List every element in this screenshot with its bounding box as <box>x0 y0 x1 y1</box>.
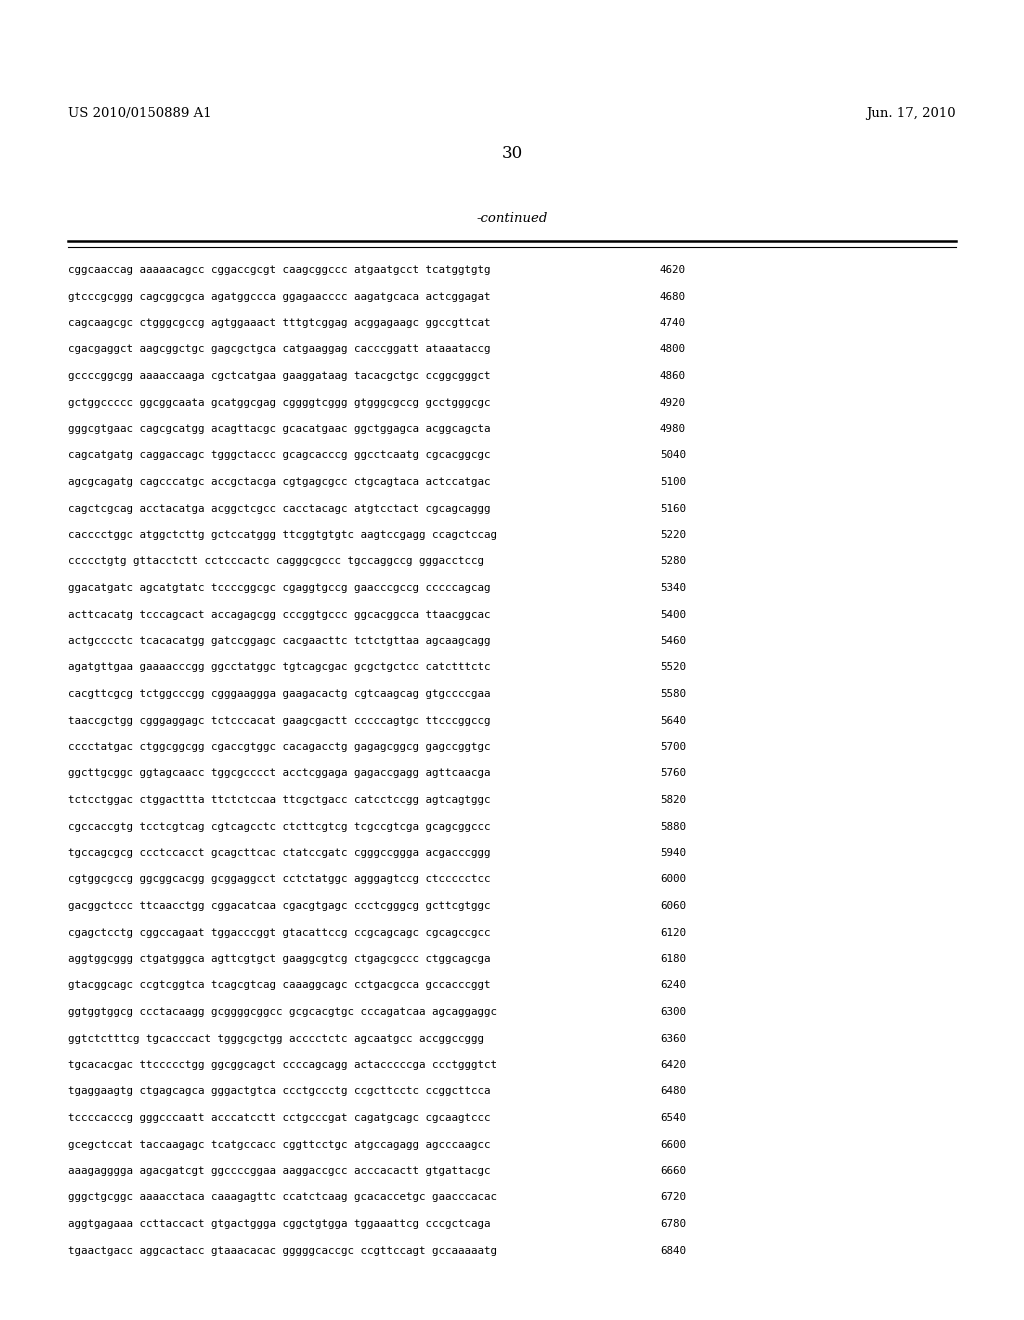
Text: 5520: 5520 <box>660 663 686 672</box>
Text: cggcaaccag aaaaacagcc cggaccgcgt caagcggccc atgaatgcct tcatggtgtg: cggcaaccag aaaaacagcc cggaccgcgt caagcgg… <box>68 265 490 275</box>
Text: 5940: 5940 <box>660 847 686 858</box>
Text: 6120: 6120 <box>660 928 686 937</box>
Text: gctggccccc ggcggcaata gcatggcgag cggggtcggg gtgggcgccg gcctgggcgc: gctggccccc ggcggcaata gcatggcgag cggggtc… <box>68 397 490 408</box>
Text: taaccgctgg cgggaggagc tctcccacat gaagcgactt cccccagtgc ttcccggccg: taaccgctgg cgggaggagc tctcccacat gaagcga… <box>68 715 490 726</box>
Text: gacggctccc ttcaacctgg cggacatcaa cgacgtgagc ccctcgggcg gcttcgtggc: gacggctccc ttcaacctgg cggacatcaa cgacgtg… <box>68 902 490 911</box>
Text: 5160: 5160 <box>660 503 686 513</box>
Text: 5100: 5100 <box>660 477 686 487</box>
Text: 5760: 5760 <box>660 768 686 779</box>
Text: ggcttgcggc ggtagcaacc tggcgcccct acctcggaga gagaccgagg agttcaacga: ggcttgcggc ggtagcaacc tggcgcccct acctcgg… <box>68 768 490 779</box>
Text: 5460: 5460 <box>660 636 686 645</box>
Text: 5880: 5880 <box>660 821 686 832</box>
Text: gtcccgcggg cagcggcgca agatggccca ggagaacccc aagatgcaca actcggagat: gtcccgcggg cagcggcgca agatggccca ggagaac… <box>68 292 490 301</box>
Text: cccctatgac ctggcggcgg cgaccgtggc cacagacctg gagagcggcg gagccggtgc: cccctatgac ctggcggcgg cgaccgtggc cacagac… <box>68 742 490 752</box>
Text: 6060: 6060 <box>660 902 686 911</box>
Text: gggctgcggc aaaacctaca caaagagttc ccatctcaag gcacaccetgc gaacccacac: gggctgcggc aaaacctaca caaagagttc ccatctc… <box>68 1192 497 1203</box>
Text: 6600: 6600 <box>660 1139 686 1150</box>
Text: 6720: 6720 <box>660 1192 686 1203</box>
Text: 5820: 5820 <box>660 795 686 805</box>
Text: 5220: 5220 <box>660 531 686 540</box>
Text: cagctcgcag acctacatga acggctcgcc cacctacagc atgtcctact cgcagcaggg: cagctcgcag acctacatga acggctcgcc cacctac… <box>68 503 490 513</box>
Text: aggtgagaaa ccttaccact gtgactggga cggctgtgga tggaaattcg cccgctcaga: aggtgagaaa ccttaccact gtgactggga cggctgt… <box>68 1218 490 1229</box>
Text: 5340: 5340 <box>660 583 686 593</box>
Text: 6540: 6540 <box>660 1113 686 1123</box>
Text: agcgcagatg cagcccatgc accgctacga cgtgagcgcc ctgcagtaca actccatgac: agcgcagatg cagcccatgc accgctacga cgtgagc… <box>68 477 490 487</box>
Text: acttcacatg tcccagcact accagagcgg cccggtgccc ggcacggcca ttaacggcac: acttcacatg tcccagcact accagagcgg cccggtg… <box>68 610 490 619</box>
Text: -continued: -continued <box>476 213 548 224</box>
Text: gtacggcagc ccgtcggtca tcagcgtcag caaaggcagc cctgacgcca gccacccggt: gtacggcagc ccgtcggtca tcagcgtcag caaaggc… <box>68 981 490 990</box>
Text: 6180: 6180 <box>660 954 686 964</box>
Text: ggtggtggcg ccctacaagg gcggggcggcc gcgcacgtgc cccagatcaa agcaggaggc: ggtggtggcg ccctacaagg gcggggcggcc gcgcac… <box>68 1007 497 1016</box>
Text: US 2010/0150889 A1: US 2010/0150889 A1 <box>68 107 212 120</box>
Text: cacccctggc atggctcttg gctccatggg ttcggtgtgtc aagtccgagg ccagctccag: cacccctggc atggctcttg gctccatggg ttcggtg… <box>68 531 497 540</box>
Text: ggtctctttcg tgcacccact tgggcgctgg acccctctc agcaatgcc accggccggg: ggtctctttcg tgcacccact tgggcgctgg acccct… <box>68 1034 484 1044</box>
Text: tgccagcgcg ccctccacct gcagcttcac ctatccgatc cgggccggga acgacccggg: tgccagcgcg ccctccacct gcagcttcac ctatccg… <box>68 847 490 858</box>
Text: Jun. 17, 2010: Jun. 17, 2010 <box>866 107 956 120</box>
Text: 6300: 6300 <box>660 1007 686 1016</box>
Text: cgtggcgccg ggcggcacgg gcggaggcct cctctatggc agggagtccg ctccccctcc: cgtggcgccg ggcggcacgg gcggaggcct cctctat… <box>68 874 490 884</box>
Text: cagcatgatg caggaccagc tgggctaccc gcagcacccg ggcctcaatg cgcacggcgc: cagcatgatg caggaccagc tgggctaccc gcagcac… <box>68 450 490 461</box>
Text: ggacatgatc agcatgtatc tccccggcgc cgaggtgccg gaacccgccg cccccagcag: ggacatgatc agcatgtatc tccccggcgc cgaggtg… <box>68 583 490 593</box>
Text: gggcgtgaac cagcgcatgg acagttacgc gcacatgaac ggctggagca acggcagcta: gggcgtgaac cagcgcatgg acagttacgc gcacatg… <box>68 424 490 434</box>
Text: aggtggcggg ctgatgggca agttcgtgct gaaggcgtcg ctgagcgccc ctggcagcga: aggtggcggg ctgatgggca agttcgtgct gaaggcg… <box>68 954 490 964</box>
Text: 4980: 4980 <box>660 424 686 434</box>
Text: cagcaagcgc ctgggcgccg agtggaaact tttgtcggag acggagaagc ggccgttcat: cagcaagcgc ctgggcgccg agtggaaact tttgtcg… <box>68 318 490 327</box>
Text: actgcccctc tcacacatgg gatccggagc cacgaacttc tctctgttaa agcaagcagg: actgcccctc tcacacatgg gatccggagc cacgaac… <box>68 636 490 645</box>
Text: ccccctgtg gttacctctt cctcccactc cagggcgccc tgccaggccg gggacctccg: ccccctgtg gttacctctt cctcccactc cagggcgc… <box>68 557 484 566</box>
Text: 4860: 4860 <box>660 371 686 381</box>
Text: 5280: 5280 <box>660 557 686 566</box>
Text: 6420: 6420 <box>660 1060 686 1071</box>
Text: 5700: 5700 <box>660 742 686 752</box>
Text: 4620: 4620 <box>660 265 686 275</box>
Text: cacgttcgcg tctggcccgg cgggaaggga gaagacactg cgtcaagcag gtgccccgaa: cacgttcgcg tctggcccgg cgggaaggga gaagaca… <box>68 689 490 700</box>
Text: tctcctggac ctggacttta ttctctccaa ttcgctgacc catcctccgg agtcagtggc: tctcctggac ctggacttta ttctctccaa ttcgctg… <box>68 795 490 805</box>
Text: 6660: 6660 <box>660 1166 686 1176</box>
Text: agatgttgaa gaaaacccgg ggcctatggc tgtcagcgac gcgctgctcc catctttctc: agatgttgaa gaaaacccgg ggcctatggc tgtcagc… <box>68 663 490 672</box>
Text: 5580: 5580 <box>660 689 686 700</box>
Text: cgccaccgtg tcctcgtcag cgtcagcctc ctcttcgtcg tcgccgtcga gcagcggccc: cgccaccgtg tcctcgtcag cgtcagcctc ctcttcg… <box>68 821 490 832</box>
Text: 4800: 4800 <box>660 345 686 355</box>
Text: aaagagggga agacgatcgt ggccccggaa aaggaccgcc acccacactt gtgattacgc: aaagagggga agacgatcgt ggccccggaa aaggacc… <box>68 1166 490 1176</box>
Text: tgcacacgac ttccccctgg ggcggcagct ccccagcagg actacccccga ccctgggtct: tgcacacgac ttccccctgg ggcggcagct ccccagc… <box>68 1060 497 1071</box>
Text: cgagctcctg cggccagaat tggacccggt gtacattccg ccgcagcagc cgcagccgcc: cgagctcctg cggccagaat tggacccggt gtacatt… <box>68 928 490 937</box>
Text: 6480: 6480 <box>660 1086 686 1097</box>
Text: 5040: 5040 <box>660 450 686 461</box>
Text: 4740: 4740 <box>660 318 686 327</box>
Text: 6360: 6360 <box>660 1034 686 1044</box>
Text: tgaggaagtg ctgagcagca gggactgtca ccctgccctg ccgcttcctc ccggcttcca: tgaggaagtg ctgagcagca gggactgtca ccctgcc… <box>68 1086 490 1097</box>
Text: 6240: 6240 <box>660 981 686 990</box>
Text: 4920: 4920 <box>660 397 686 408</box>
Text: 6000: 6000 <box>660 874 686 884</box>
Text: 6840: 6840 <box>660 1246 686 1255</box>
Text: tgaactgacc aggcactacc gtaaacacac gggggcaccgc ccgttccagt gccaaaaatg: tgaactgacc aggcactacc gtaaacacac gggggca… <box>68 1246 497 1255</box>
Text: 4680: 4680 <box>660 292 686 301</box>
Text: gcegctccat taccaagagc tcatgccacc cggttcctgc atgccagagg agcccaagcc: gcegctccat taccaagagc tcatgccacc cggttcc… <box>68 1139 490 1150</box>
Text: tccccacccg gggcccaatt acccatcctt cctgcccgat cagatgcagc cgcaagtccc: tccccacccg gggcccaatt acccatcctt cctgccc… <box>68 1113 490 1123</box>
Text: 30: 30 <box>502 145 522 162</box>
Text: gccccggcgg aaaaccaaga cgctcatgaa gaaggataag tacacgctgc ccggcgggct: gccccggcgg aaaaccaaga cgctcatgaa gaaggat… <box>68 371 490 381</box>
Text: cgacgaggct aagcggctgc gagcgctgca catgaaggag cacccggatt ataaataccg: cgacgaggct aagcggctgc gagcgctgca catgaag… <box>68 345 490 355</box>
Text: 6780: 6780 <box>660 1218 686 1229</box>
Text: 5640: 5640 <box>660 715 686 726</box>
Text: 5400: 5400 <box>660 610 686 619</box>
